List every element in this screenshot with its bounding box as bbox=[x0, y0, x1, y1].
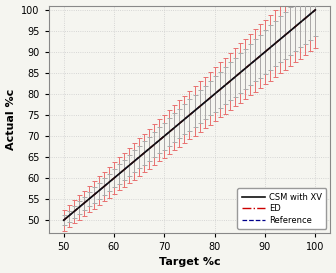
Y-axis label: Actual %c: Actual %c bbox=[6, 89, 15, 150]
Legend: CSM with XV, ED, Reference: CSM with XV, ED, Reference bbox=[238, 188, 326, 229]
X-axis label: Target %c: Target %c bbox=[159, 257, 220, 268]
